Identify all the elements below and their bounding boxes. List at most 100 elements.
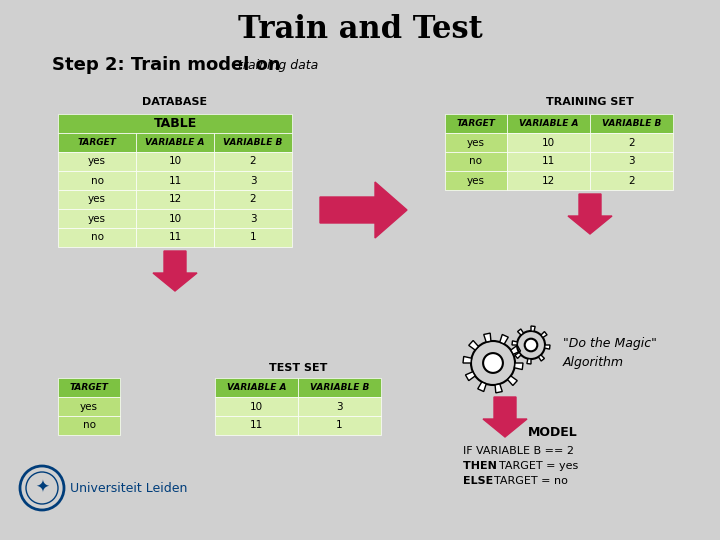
Bar (58, 114, 292, 133)
Bar (298, 397, 381, 416)
Text: 2: 2 (250, 157, 256, 166)
Polygon shape (518, 329, 523, 335)
Bar (215, 397, 298, 416)
Text: ✦: ✦ (35, 479, 49, 497)
Polygon shape (541, 332, 547, 338)
Bar (214, 152, 292, 171)
Bar (136, 209, 214, 228)
Text: no: no (83, 421, 96, 430)
Polygon shape (483, 397, 527, 437)
Bar (214, 209, 292, 228)
Text: yes: yes (467, 138, 485, 147)
Text: 10: 10 (250, 402, 263, 411)
Bar (214, 190, 292, 209)
Text: VARIABLE A: VARIABLE A (518, 119, 578, 128)
Bar (58, 228, 136, 247)
Polygon shape (527, 359, 531, 364)
Bar (215, 378, 298, 397)
Text: 12: 12 (168, 194, 181, 205)
Text: yes: yes (80, 402, 98, 411)
Text: DATABASE: DATABASE (143, 97, 207, 107)
Bar (507, 114, 590, 133)
Bar (507, 133, 590, 152)
Text: yes: yes (467, 176, 485, 186)
Text: 3: 3 (250, 213, 256, 224)
Text: no: no (91, 176, 104, 186)
Bar (214, 133, 292, 152)
Text: 2: 2 (628, 176, 635, 186)
Polygon shape (510, 346, 521, 354)
Text: yes: yes (88, 213, 106, 224)
Polygon shape (508, 376, 517, 386)
Polygon shape (153, 251, 197, 291)
Text: 3: 3 (250, 176, 256, 186)
Text: ELSE: ELSE (463, 476, 497, 486)
Polygon shape (512, 341, 518, 345)
Text: 12: 12 (542, 176, 555, 186)
Text: training data: training data (238, 58, 318, 71)
Text: 10: 10 (542, 138, 555, 147)
Text: yes: yes (88, 157, 106, 166)
Bar (58, 152, 136, 171)
Bar (214, 228, 292, 247)
Circle shape (525, 339, 537, 352)
Bar (58, 209, 136, 228)
Text: Step 2: Train model on: Step 2: Train model on (52, 56, 287, 74)
Bar (58, 133, 136, 152)
Text: 11: 11 (168, 176, 181, 186)
Text: VARIABLE B: VARIABLE B (602, 119, 661, 128)
Bar (298, 416, 381, 435)
Text: 3: 3 (336, 402, 343, 411)
Text: 1: 1 (336, 421, 343, 430)
Text: VARIABLE B: VARIABLE B (223, 138, 283, 147)
Text: TARGET: TARGET (78, 138, 117, 147)
Polygon shape (465, 372, 475, 381)
Text: 10: 10 (168, 213, 181, 224)
Bar (445, 171, 507, 190)
Text: VARIABLE A: VARIABLE A (227, 383, 287, 392)
Polygon shape (463, 356, 472, 363)
Text: TARGET = no: TARGET = no (494, 476, 568, 486)
Text: 2: 2 (628, 138, 635, 147)
Bar (136, 133, 214, 152)
Polygon shape (544, 345, 550, 349)
Text: 11: 11 (542, 157, 555, 166)
Text: Universiteit Leiden: Universiteit Leiden (70, 482, 187, 495)
Bar (445, 152, 507, 171)
Polygon shape (515, 353, 521, 359)
Bar (136, 228, 214, 247)
Text: "Do the Magic"
Algorithm: "Do the Magic" Algorithm (563, 337, 657, 369)
Bar (590, 114, 673, 133)
Text: 10: 10 (168, 157, 181, 166)
Bar (214, 171, 292, 190)
Text: 2: 2 (250, 194, 256, 205)
Bar (58, 397, 120, 416)
Text: TEST SET: TEST SET (269, 363, 327, 373)
Text: THEN: THEN (463, 461, 500, 471)
Text: TARGET = yes: TARGET = yes (499, 461, 578, 471)
Text: VARIABLE A: VARIABLE A (145, 138, 204, 147)
Text: IF: IF (463, 446, 476, 456)
Bar (58, 171, 136, 190)
Bar (445, 114, 507, 133)
Text: TABLE: TABLE (153, 117, 197, 130)
Text: 1: 1 (250, 233, 256, 242)
Bar (507, 171, 590, 190)
Text: VARIABLE B: VARIABLE B (310, 383, 369, 392)
Polygon shape (531, 326, 535, 332)
Polygon shape (478, 382, 486, 392)
Text: yes: yes (88, 194, 106, 205)
Bar (58, 190, 136, 209)
Bar (136, 190, 214, 209)
Circle shape (483, 353, 503, 373)
Polygon shape (495, 384, 503, 393)
Polygon shape (320, 182, 407, 238)
Bar (590, 171, 673, 190)
Bar (445, 133, 507, 152)
Bar (58, 378, 120, 397)
Text: TARGET: TARGET (456, 119, 495, 128)
Bar (58, 416, 120, 435)
Text: TARGET: TARGET (70, 383, 109, 392)
Bar (507, 152, 590, 171)
Text: TRAINING SET: TRAINING SET (546, 97, 634, 107)
